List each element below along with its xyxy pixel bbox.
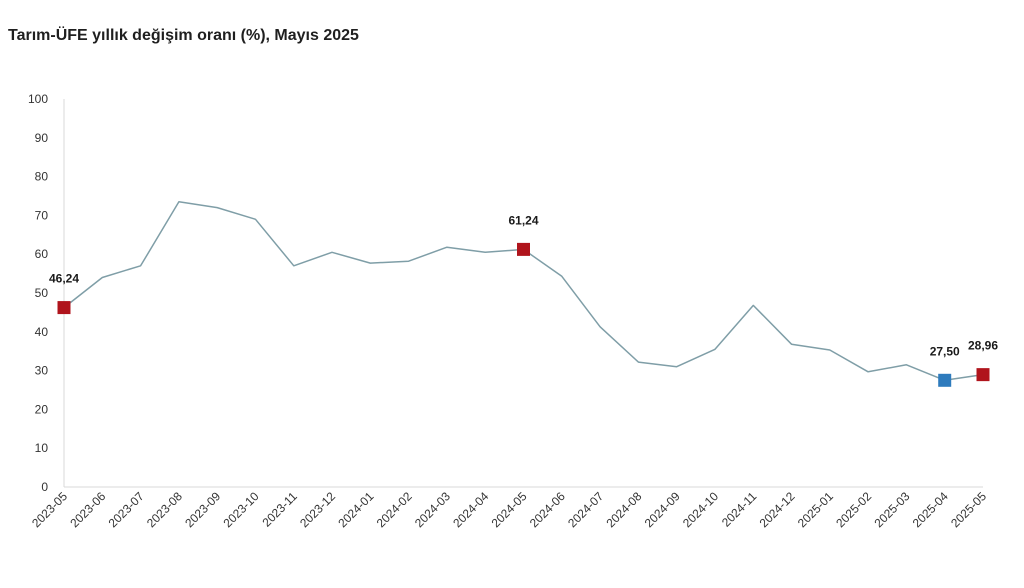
x-tick-label: 2024-06 — [527, 489, 568, 530]
series-group — [63, 201, 984, 382]
x-tick-label: 2024-09 — [642, 489, 683, 530]
data-label: 61,24 — [508, 213, 538, 227]
highlight-marker — [57, 301, 71, 315]
x-tick-label: 2023-11 — [259, 489, 300, 530]
y-tick-label: 50 — [35, 286, 49, 300]
x-tick-label: 2023-07 — [106, 489, 147, 530]
series-line — [63, 201, 984, 382]
x-tick-label: 2024-12 — [757, 489, 798, 530]
x-tick-label: 2025-02 — [833, 489, 874, 530]
chart-title: Tarım-ÜFE yıllık değişim oranı (%), Mayı… — [8, 27, 359, 44]
x-tick-label: 2023-10 — [221, 489, 262, 530]
x-tick-label: 2025-01 — [795, 489, 836, 530]
x-tick-label: 2025-05 — [948, 489, 989, 530]
x-tick-label: 2023-12 — [297, 489, 338, 530]
highlight-markers: 46,24 61,24 27,50 28,96 — [49, 213, 998, 387]
y-tick-label: 30 — [35, 364, 49, 378]
x-tick-label: 2023-05 — [29, 489, 70, 530]
x-tick-label: 2024-10 — [680, 489, 721, 530]
y-tick-label: 0 — [41, 480, 48, 494]
x-tick-label: 2024-07 — [565, 489, 606, 530]
y-tick-label: 100 — [28, 92, 48, 106]
y-tick-label: 80 — [35, 170, 49, 184]
x-tick-label: 2023-09 — [182, 489, 223, 530]
y-tick-label: 20 — [35, 402, 49, 416]
x-tick-label: 2024-08 — [603, 489, 644, 530]
highlight-marker — [517, 242, 530, 256]
x-tick-label: 2025-04 — [910, 489, 951, 530]
y-axis: 0 10 20 30 40 50 60 70 80 90 100 — [28, 92, 65, 494]
y-tick-label: 90 — [35, 131, 49, 145]
y-tick-label: 10 — [35, 441, 49, 455]
data-label: 28,96 — [968, 339, 998, 353]
data-label: 46,24 — [49, 272, 79, 286]
x-tick-label: 2024-04 — [450, 489, 491, 530]
x-tick-label: 2023-06 — [67, 489, 108, 530]
x-tick-label: 2024-01 — [335, 489, 376, 530]
x-tick-label: 2024-02 — [374, 489, 415, 530]
x-tick-label: 2024-05 — [489, 489, 530, 530]
y-tick-label: 40 — [35, 325, 49, 339]
x-tick-label: 2024-11 — [719, 489, 760, 530]
highlight-marker — [938, 373, 952, 387]
data-label: 27,50 — [930, 344, 960, 358]
y-tick-label: 70 — [35, 208, 49, 222]
x-tick-label: 2024-03 — [412, 489, 453, 530]
x-tick-label: 2023-08 — [144, 489, 185, 530]
highlight-marker — [976, 368, 990, 382]
x-axis: 2023-052023-062023-072023-082023-092023-… — [29, 486, 989, 530]
x-tick-label: 2025-03 — [871, 489, 912, 530]
y-tick-label: 60 — [35, 247, 49, 261]
